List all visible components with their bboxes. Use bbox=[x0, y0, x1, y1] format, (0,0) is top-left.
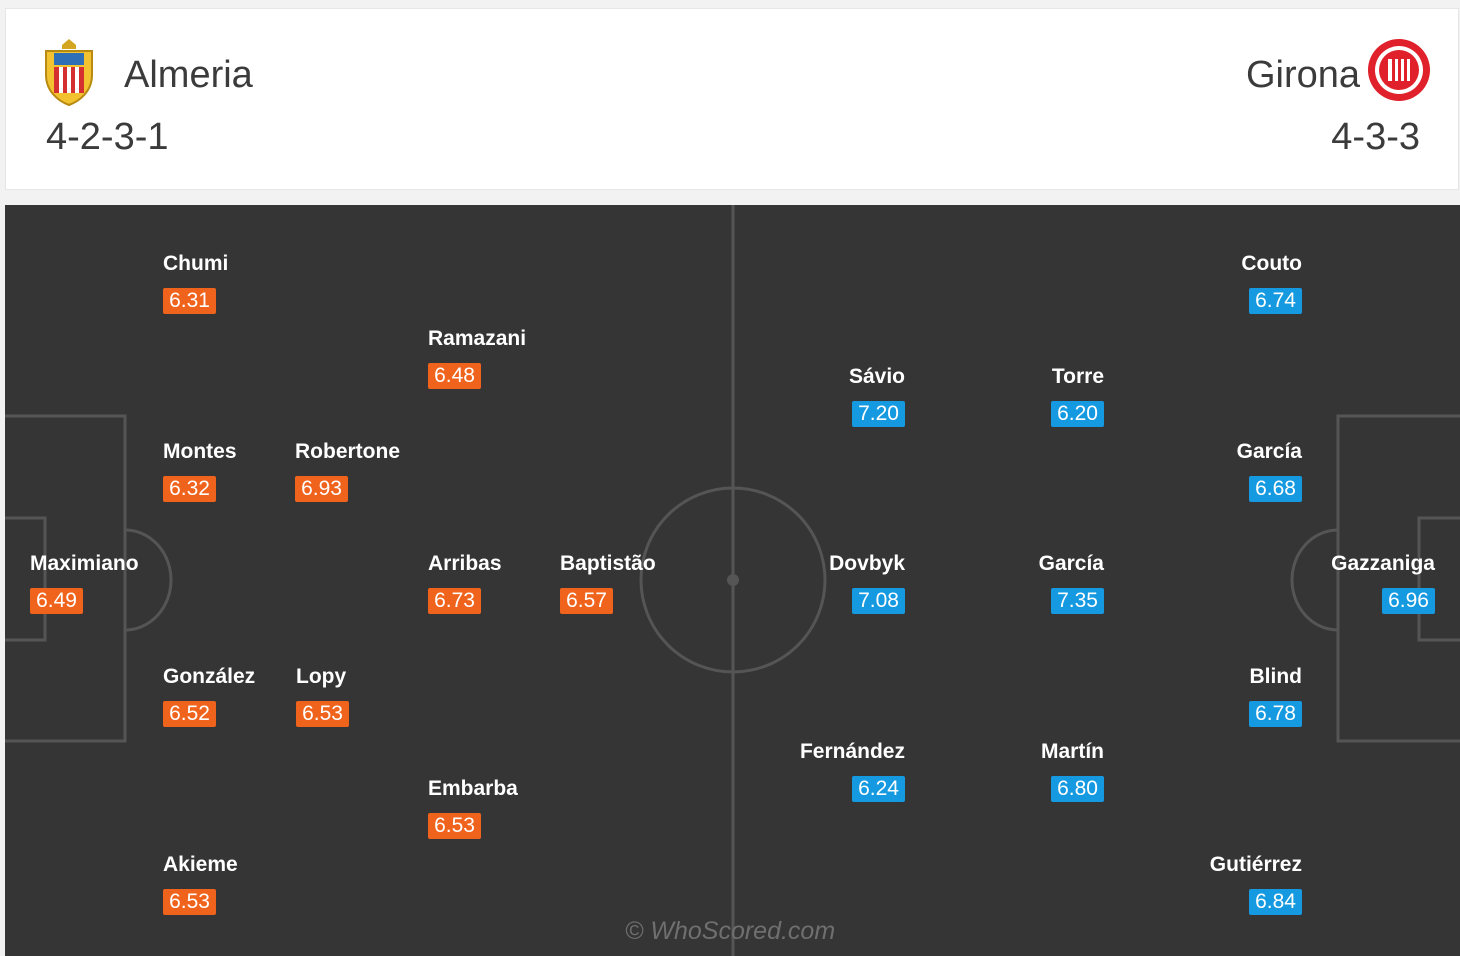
player-rating: 6.48 bbox=[428, 363, 481, 389]
player-name: García bbox=[1236, 440, 1302, 463]
player-name: Akieme bbox=[163, 853, 238, 876]
player-name: Couto bbox=[1241, 252, 1302, 275]
player-name: Ramazani bbox=[428, 327, 527, 350]
whoscored-watermark: © WhoScored.com bbox=[625, 917, 836, 945]
player-rating: 6.24 bbox=[852, 776, 905, 802]
home-player-baptistao[interactable]: Baptistão 6.57 bbox=[560, 552, 656, 614]
home-player-ramazani[interactable]: Ramazani 6.48 bbox=[428, 327, 526, 389]
player-name: Montes bbox=[163, 440, 237, 463]
away-player-garcia-defender[interactable]: García 6.68 bbox=[1237, 440, 1302, 502]
home-player-akieme[interactable]: Akieme 6.53 bbox=[163, 853, 238, 915]
away-player-garcia-midfielder[interactable]: García 7.35 bbox=[1039, 552, 1104, 614]
away-player-martin[interactable]: Martín 6.80 bbox=[1041, 740, 1104, 802]
pitch-lines bbox=[5, 205, 1460, 956]
away-player-couto[interactable]: Couto 6.74 bbox=[1241, 252, 1302, 314]
home-player-maximiano[interactable]: Maximiano 6.49 bbox=[30, 552, 139, 614]
player-name: Baptistão bbox=[560, 552, 656, 575]
away-player-dovbyk[interactable]: Dovbyk 7.08 bbox=[829, 552, 905, 614]
home-player-embarba[interactable]: Embarba 6.53 bbox=[428, 777, 518, 839]
player-rating: 6.80 bbox=[1051, 776, 1104, 802]
player-name: Torre bbox=[1051, 365, 1104, 388]
player-rating: 6.93 bbox=[295, 476, 348, 502]
player-name: Chumi bbox=[163, 252, 229, 275]
player-rating: 6.53 bbox=[163, 889, 216, 915]
pitch: Chumi 6.31 Ramazani 6.48 Montes 6.32 Rob… bbox=[5, 205, 1460, 956]
home-team-name[interactable]: Almeria bbox=[124, 54, 253, 96]
player-rating: 6.84 bbox=[1249, 889, 1302, 915]
player-rating: 7.08 bbox=[852, 588, 905, 614]
away-formation: 4-3-3 bbox=[1331, 116, 1420, 158]
girona-crest-icon bbox=[1368, 39, 1430, 101]
player-name: Gutiérrez bbox=[1209, 853, 1302, 876]
away-player-gazzaniga[interactable]: Gazzaniga 6.96 bbox=[1331, 552, 1435, 614]
home-player-arribas[interactable]: Arribas 6.73 bbox=[428, 552, 502, 614]
player-name: Maximiano bbox=[30, 552, 139, 575]
player-rating: 6.31 bbox=[163, 288, 216, 314]
player-name: Embarba bbox=[428, 777, 518, 800]
player-rating: 6.52 bbox=[163, 701, 216, 727]
away-player-savio[interactable]: Sávio 7.20 bbox=[849, 365, 905, 427]
home-player-montes[interactable]: Montes 6.32 bbox=[163, 440, 237, 502]
player-rating: 6.32 bbox=[163, 476, 216, 502]
player-name: Martín bbox=[1041, 740, 1104, 763]
player-name: Fernández bbox=[799, 740, 905, 763]
player-rating: 6.73 bbox=[428, 588, 481, 614]
away-player-fernandez[interactable]: Fernández 6.24 bbox=[800, 740, 905, 802]
home-player-robertone[interactable]: Robertone 6.93 bbox=[295, 440, 400, 502]
player-name: Arribas bbox=[428, 552, 502, 575]
away-player-gutierrez[interactable]: Gutiérrez 6.84 bbox=[1210, 853, 1302, 915]
player-rating: 6.53 bbox=[296, 701, 349, 727]
player-name: Gazzaniga bbox=[1331, 552, 1435, 575]
player-name: Robertone bbox=[295, 440, 400, 463]
player-rating: 6.20 bbox=[1051, 401, 1104, 427]
player-rating: 6.57 bbox=[560, 588, 613, 614]
away-team-name[interactable]: Girona bbox=[1245, 54, 1360, 96]
player-rating: 6.68 bbox=[1249, 476, 1302, 502]
player-rating: 6.49 bbox=[30, 588, 83, 614]
player-name: Sávio bbox=[848, 365, 905, 388]
match-header: Almeria 4-2-3-1 Girona 4-3-3 bbox=[5, 8, 1459, 190]
player-name: Dovbyk bbox=[829, 552, 905, 575]
player-name: Lopy bbox=[296, 665, 347, 688]
almeria-crest-icon bbox=[45, 39, 93, 107]
player-name: González bbox=[163, 665, 256, 688]
home-formation: 4-2-3-1 bbox=[46, 116, 169, 158]
player-name: Blind bbox=[1249, 665, 1303, 688]
player-rating: 6.53 bbox=[428, 813, 481, 839]
player-rating: 6.78 bbox=[1249, 701, 1302, 727]
player-rating: 6.96 bbox=[1382, 588, 1435, 614]
player-rating: 6.74 bbox=[1249, 288, 1302, 314]
player-name: García bbox=[1038, 552, 1104, 575]
away-player-torre[interactable]: Torre 6.20 bbox=[1051, 365, 1104, 427]
home-player-lopy[interactable]: Lopy 6.53 bbox=[296, 665, 349, 727]
player-rating: 7.20 bbox=[852, 401, 905, 427]
player-rating: 7.35 bbox=[1051, 588, 1104, 614]
away-player-blind[interactable]: Blind 6.78 bbox=[1249, 665, 1302, 727]
home-player-gonzalez[interactable]: González 6.52 bbox=[163, 665, 255, 727]
home-player-chumi[interactable]: Chumi 6.31 bbox=[163, 252, 228, 314]
